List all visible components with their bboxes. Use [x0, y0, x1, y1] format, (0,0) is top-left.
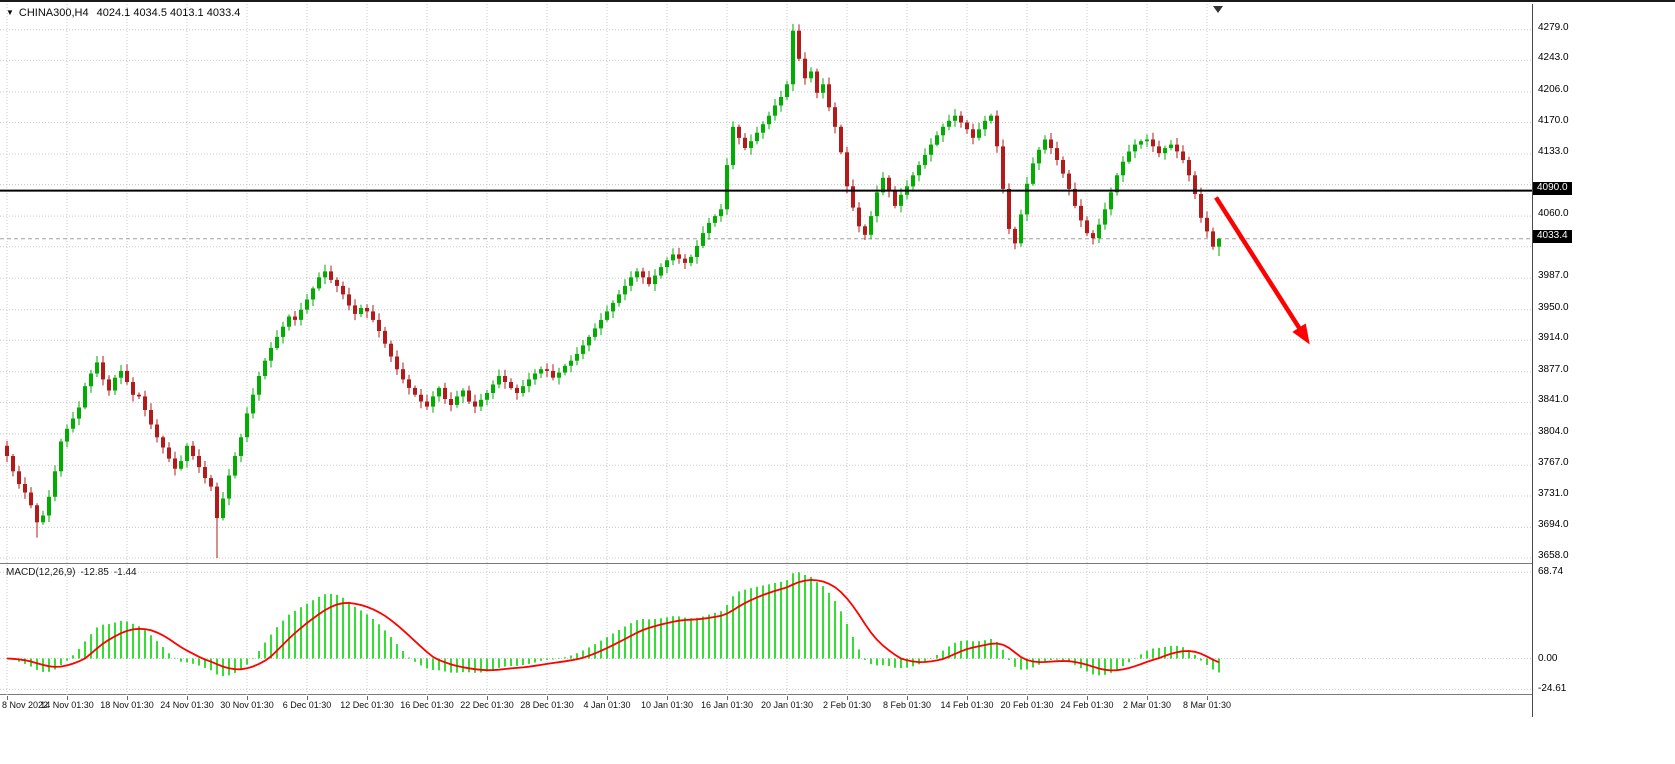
time-tick-mark: [67, 696, 68, 700]
time-tick-label: 14 Nov 01:30: [40, 700, 94, 710]
time-tick-mark: [547, 696, 548, 700]
candles-layer: [5, 23, 1221, 558]
time-tick-mark: [607, 696, 608, 700]
time-tick-mark: [847, 696, 848, 700]
symbol-dropdown-icon[interactable]: ▼: [6, 8, 14, 17]
time-tick-mark: [307, 696, 308, 700]
price-tick-label: 4243.0: [1538, 52, 1569, 63]
time-tick-mark: [367, 696, 368, 700]
time-tick-label: 20 Feb 01:30: [1000, 700, 1054, 710]
time-tick-mark: [1207, 696, 1208, 700]
time-tick-mark: [487, 696, 488, 700]
ohlc-values: 4024.1 4034.5 4013.1 4033.4: [96, 7, 241, 19]
time-tick-mark: [907, 696, 908, 700]
symbol-timeframe-label: CHINA300,H4: [18, 7, 89, 19]
time-tick-label: 8 Nov 2022: [2, 700, 49, 710]
macd-panel[interactable]: MACD(12,26,9) -12.85 -1.44: [0, 565, 1532, 695]
time-tick-mark: [7, 696, 8, 700]
time-tick-mark: [967, 696, 968, 700]
macd-tick-label: -24.61: [1538, 683, 1567, 694]
price-tick-label: 3987.0: [1538, 270, 1569, 281]
time-tick-label: 6 Dec 01:30: [282, 700, 332, 710]
time-tick-label: 22 Dec 01:30: [460, 700, 514, 710]
time-tick-label: 8 Mar 01:30: [1182, 700, 1232, 710]
time-tick-label: 24 Nov 01:30: [160, 700, 214, 710]
price-tick-label: 3841.0: [1538, 394, 1569, 405]
time-tick-label: 24 Feb 01:30: [1060, 700, 1114, 710]
price-tick-label: 3694.0: [1538, 519, 1569, 530]
price-axis[interactable]: 4279.0 4243.0 4206.0 4170.0 4133.0 4060.0 3987…: [1532, 4, 1675, 717]
macd-indicator-label: MACD(12,26,9) -12.85 -1.44: [6, 567, 142, 578]
price-tick-label: 3658.0: [1538, 550, 1569, 561]
time-tick-label: 20 Jan 01:30: [760, 700, 814, 710]
price-tick-label: 3914.0: [1538, 332, 1569, 343]
time-tick-label: 10 Jan 01:30: [640, 700, 694, 710]
time-tick-mark: [1087, 696, 1088, 700]
time-tick-label: 2 Mar 01:30: [1122, 700, 1172, 710]
time-tick-label: 12 Dec 01:30: [340, 700, 394, 710]
time-tick-label: 4 Jan 01:30: [583, 700, 631, 710]
macd-signal-value: -1.44: [113, 567, 137, 578]
price-tick-label: 4279.0: [1538, 22, 1569, 33]
price-tick-label: 4060.0: [1538, 208, 1569, 219]
time-tick-mark: [667, 696, 668, 700]
candlestick-chart[interactable]: [0, 4, 1532, 564]
macd-signal-line: [6, 578, 1220, 672]
time-tick-mark: [127, 696, 128, 700]
price-tick-label: 4206.0: [1538, 84, 1569, 95]
chart-shift-marker-icon[interactable]: [1213, 6, 1223, 13]
bid-price-tag: 4033.4: [1533, 230, 1572, 243]
time-tick-label: 30 Nov 01:30: [220, 700, 274, 710]
time-tick-label: 16 Dec 01:30: [400, 700, 454, 710]
time-tick-mark: [427, 696, 428, 700]
time-tick-label: 14 Feb 01:30: [940, 700, 994, 710]
time-tick-mark: [1147, 696, 1148, 700]
trend-arrow[interactable]: [1214, 196, 1310, 345]
time-tick-mark: [727, 696, 728, 700]
hline-price-tag: 4090.0: [1533, 182, 1572, 195]
time-tick-mark: [1027, 696, 1028, 700]
time-tick-label: 18 Nov 01:30: [100, 700, 154, 710]
macd-value: -12.85: [80, 567, 109, 578]
price-tick-label: 3877.0: [1538, 364, 1569, 375]
macd-tick-label: 68.74: [1538, 566, 1564, 577]
macd-histogram: [6, 572, 1220, 677]
symbol-ohlc-overlay: ▼ CHINA300,H4 4024.1 4034.5 4013.1 4033.4: [6, 7, 240, 19]
price-tick-label: 3804.0: [1538, 426, 1569, 437]
main-chart-panel[interactable]: ▼ CHINA300,H4 4024.1 4034.5 4013.1 4033.4: [0, 4, 1532, 564]
price-tick-label: 3767.0: [1538, 457, 1569, 468]
time-tick-mark: [787, 696, 788, 700]
macd-grid-layer: [0, 565, 1532, 695]
time-tick-label: 28 Dec 01:30: [520, 700, 574, 710]
time-tick-label: 8 Feb 01:30: [882, 700, 932, 710]
time-tick-mark: [187, 696, 188, 700]
price-tick-label: 3731.0: [1538, 488, 1569, 499]
macd-tick-label: 0.00: [1538, 653, 1558, 664]
time-tick-label: 2 Feb 01:30: [822, 700, 872, 710]
price-tick-label: 4170.0: [1538, 115, 1569, 126]
macd-chart[interactable]: [0, 565, 1532, 695]
price-tick-label: 4133.0: [1538, 146, 1569, 157]
grid-layer: [0, 4, 1532, 564]
time-axis[interactable]: 8 Nov 2022 14 Nov 01:30 18 Nov 01:30 24 Nov…: [0, 696, 1532, 718]
price-tick-label: 3950.0: [1538, 302, 1569, 313]
time-tick-mark: [247, 696, 248, 700]
macd-name-label: MACD(12,26,9): [6, 567, 76, 578]
time-tick-label: 16 Jan 01:30: [700, 700, 754, 710]
